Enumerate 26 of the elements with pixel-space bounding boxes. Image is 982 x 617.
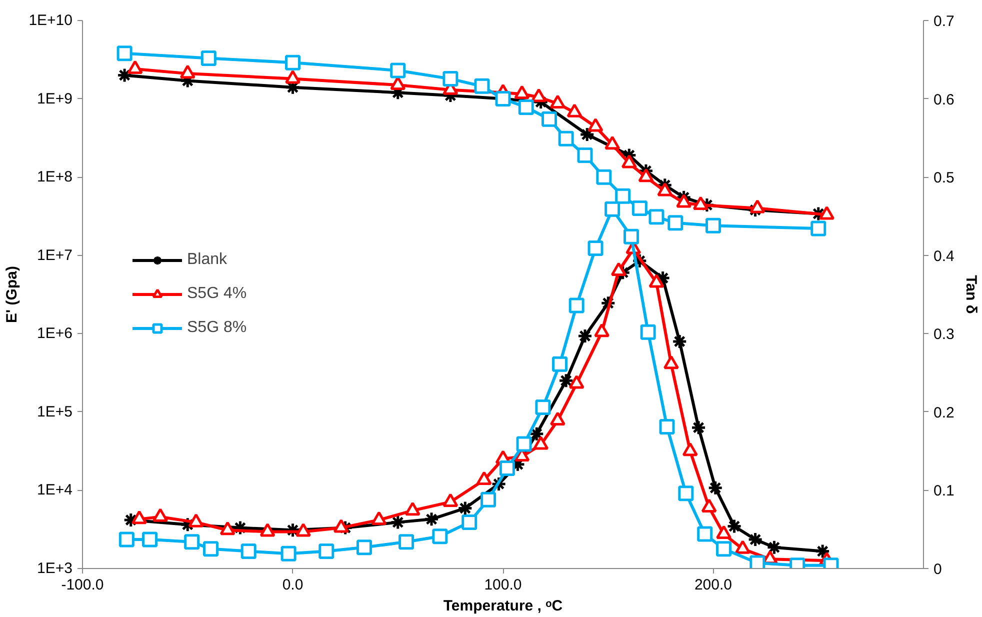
y2-tick-label: 0.5 (934, 170, 954, 187)
x-axis-title: Temperature , ᵒC (443, 598, 563, 614)
legend-label: Blank (187, 251, 228, 269)
y2-tick-label: 0.3 (934, 326, 954, 344)
legend-label: S5G 4% (187, 285, 247, 303)
y2-tick-label: 0.2 (934, 404, 954, 422)
x-tick-label: 0.0 (282, 576, 304, 594)
y-tick-label: 1E+4 (37, 482, 73, 499)
y-axis-title: E' (Gpa) (4, 266, 21, 323)
y-tick-label: 1E+5 (37, 403, 73, 420)
y-tick-label: 1E+6 (37, 325, 73, 342)
y-tick-label: 1E+3 (37, 560, 73, 577)
y-tick-label: 1E+9 (37, 90, 73, 108)
y2-tick-label: 0 (934, 561, 942, 578)
y2-tick-label: 0.7 (934, 13, 954, 30)
x-tick-label: 200.0 (694, 576, 732, 594)
y-tick-label: 1E+8 (37, 168, 73, 186)
y2-tick-label: 0.6 (934, 91, 954, 108)
y2-tick-label: 0.4 (934, 248, 954, 265)
y2-tick-label: 0.1 (934, 482, 954, 500)
x-tick-label: 100.0 (484, 576, 522, 594)
x-tick-label: -100.0 (61, 576, 104, 594)
legend-label: S5G 8% (187, 319, 247, 337)
y-tick-label: 1E+10 (28, 12, 73, 29)
y2-axis-title: Tan δ (962, 275, 980, 314)
y-tick-label: 1E+7 (37, 246, 73, 264)
